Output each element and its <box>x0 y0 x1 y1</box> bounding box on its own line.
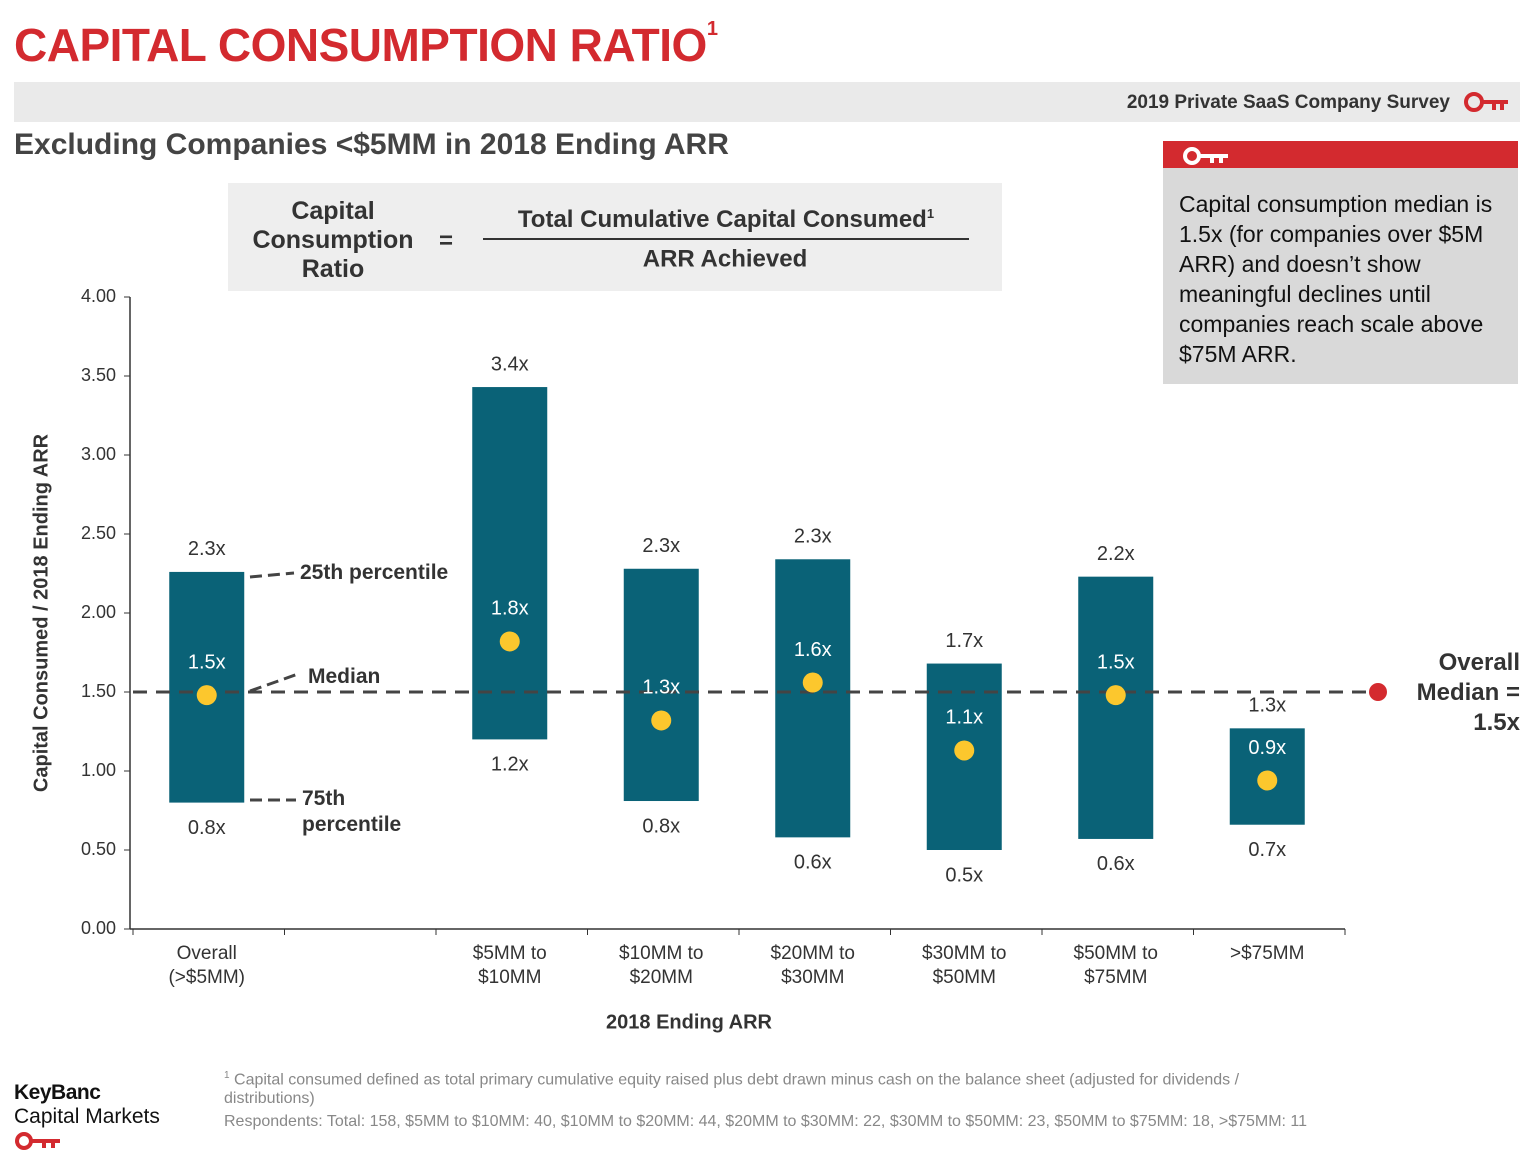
value-label-median: 1.8x <box>491 598 529 620</box>
value-label-bottom: 0.8x <box>188 817 226 839</box>
y-tick-label: 1.00 <box>81 760 116 780</box>
y-tick-label: 0.00 <box>81 918 116 938</box>
x-tick-label: >$75MM <box>1230 943 1304 964</box>
value-label-median: 1.3x <box>642 677 680 699</box>
median-dot <box>196 685 217 706</box>
value-label-top: 3.4x <box>491 353 529 375</box>
callout-text: Capital consumption median is 1.5x (for … <box>1179 191 1493 367</box>
y-tick-label: 1.50 <box>81 681 116 701</box>
formula-numerator: Total Cumulative Capital Consumed1 <box>483 206 969 234</box>
overall-median-dot <box>1369 683 1387 701</box>
x-tick-label: $50MM to <box>1074 943 1158 964</box>
x-tick-label: $20MM <box>630 967 693 988</box>
value-label-median: 1.6x <box>794 639 832 661</box>
value-label-median: 1.5x <box>188 651 226 673</box>
value-label-top: 1.3x <box>1248 695 1286 717</box>
median-dot <box>499 631 520 652</box>
value-label-top: 2.3x <box>188 538 226 560</box>
footnote: 1 Capital consumed defined as total prim… <box>224 1066 1324 1108</box>
y-tick-label: 4.00 <box>81 286 116 306</box>
value-label-bottom: 0.7x <box>1248 839 1286 861</box>
survey-band <box>14 82 1520 122</box>
annotation-median: Median <box>308 665 381 688</box>
y-tick-label: 3.50 <box>81 365 116 385</box>
callout-key-icon <box>1183 147 1228 165</box>
overall-median-label: Overall Median = 1.5x <box>1416 649 1520 736</box>
median-dot <box>651 710 672 731</box>
y-tick-label: 3.00 <box>81 444 116 464</box>
survey-label: 2019 Private SaaS Company Survey <box>1126 92 1450 113</box>
x-tick-label: $30MM <box>781 967 844 988</box>
annotation-leaders <box>249 571 299 802</box>
value-label-median: 1.1x <box>945 707 983 729</box>
y-axis-title: Capital Consumed / 2018 Ending ARR <box>30 433 52 792</box>
footnote-mark: 1 <box>224 1070 230 1081</box>
key-icon <box>1464 92 1508 112</box>
median-dot <box>954 740 975 761</box>
range-bar <box>623 568 699 802</box>
formula-note: 1 <box>926 206 935 221</box>
value-label-bottom: 1.2x <box>491 754 529 776</box>
range-bar <box>775 559 851 838</box>
value-label-bottom: 0.6x <box>794 852 832 874</box>
x-tick-label: $5MM to <box>473 943 547 964</box>
value-label-median: 1.5x <box>1097 651 1135 673</box>
x-tick-label: $10MM to <box>619 943 703 964</box>
y-tick-label: 2.50 <box>81 523 116 543</box>
value-label-top: 1.7x <box>945 630 983 652</box>
value-label-bottom: 0.8x <box>642 815 680 837</box>
title-text: CAPITAL CONSUMPTION RATIO <box>14 19 707 71</box>
value-label-top: 2.2x <box>1097 543 1135 565</box>
formula-left: Capital Consumption Ratio <box>252 197 414 283</box>
formula-numerator-text: Total Cumulative Capital Consumed <box>517 206 927 233</box>
value-label-bottom: 0.6x <box>1097 853 1135 875</box>
value-label-top: 2.3x <box>642 535 680 557</box>
y-tick-label: 2.00 <box>81 602 116 622</box>
median-dot <box>1257 770 1278 791</box>
x-tick-label: $20MM to <box>771 943 855 964</box>
x-tick-label: $50MM <box>933 967 996 988</box>
logo-key <box>15 1132 60 1150</box>
x-tick-label: Overall <box>177 943 237 964</box>
x-tick-label: $30MM to <box>922 943 1006 964</box>
x-tick-label: $75MM <box>1084 967 1147 988</box>
formula-equals: = <box>439 227 453 254</box>
title: CAPITAL CONSUMPTION RATIO1 <box>14 18 718 72</box>
median-dot <box>1105 685 1126 706</box>
respondents: Respondents: Total: 158, $5MM to $10MM: … <box>224 1113 1308 1130</box>
title-note: 1 <box>706 18 718 40</box>
value-label-bottom: 0.5x <box>945 864 983 886</box>
callout-box <box>1163 168 1518 384</box>
subtitle: Excluding Companies <$5MM in 2018 Ending… <box>14 128 729 161</box>
x-tick-label: $10MM <box>478 967 541 988</box>
annotation-p25: 25th percentile <box>300 561 449 584</box>
logo-line2: Capital Markets <box>14 1105 160 1128</box>
value-label-top: 2.3x <box>794 526 832 548</box>
range-bar <box>1078 576 1154 839</box>
y-tick-label: 0.50 <box>81 839 116 859</box>
footnote-text: Capital consumed defined as total primar… <box>224 1071 1240 1108</box>
formula-box <box>228 183 1002 291</box>
annotation-p75: 75th percentile <box>302 787 402 836</box>
logo-line1: KeyBanc <box>14 1081 101 1104</box>
range-bar <box>472 387 548 740</box>
x-tick-label: (>$5MM) <box>168 967 245 988</box>
median-dot <box>802 672 823 693</box>
value-label-median: 0.9x <box>1248 737 1286 759</box>
x-axis-title: 2018 Ending ARR <box>606 1011 773 1033</box>
formula-denominator: ARR Achieved <box>643 245 807 272</box>
